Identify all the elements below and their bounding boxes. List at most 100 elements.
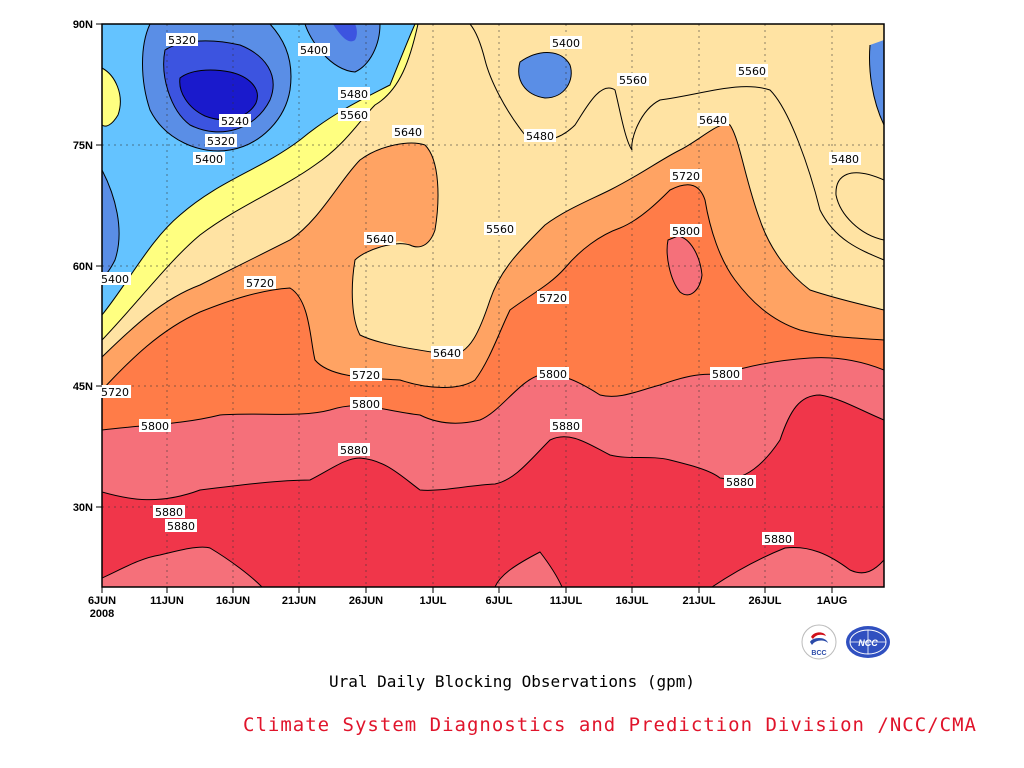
y-tick-label: 60N [73,261,93,273]
contour-label-bg [166,33,198,46]
band-5320-5400-east [869,40,884,125]
contour-fill-layer [102,24,884,587]
bcc-logo-text: BCC [811,650,826,657]
contour-label-bg [617,73,649,86]
contour-label: 5800 [352,398,380,411]
band-5800-5880-inset-mid [495,552,562,587]
contour-label: 5240 [221,115,249,128]
contour-label-bg [484,222,516,235]
contour-label-bg [298,43,330,56]
x-tick-label: 1JUL [420,595,447,607]
contour-label: 5720 [352,369,380,382]
contour-label: 5400 [300,44,328,57]
contour-label-bg [697,113,729,126]
contour-label: 5560 [619,74,647,87]
contour-label-bg [338,108,370,121]
contour-label: 5640 [394,126,422,139]
contour-label: 5480 [526,130,554,143]
contour-label-bg [724,475,756,488]
x-tick-label: 26JUN [349,595,383,607]
x-tick-label: 21JUL [682,595,715,607]
logos: BCC NCC [801,624,890,660]
contour-label-bg [550,419,582,432]
x-tick-label: 11JUN [150,595,184,607]
contour-label-bg [350,368,382,381]
contour-label: 5560 [738,65,766,78]
band-5800-5880-inset-se [712,547,884,587]
contour-label-bg [829,152,861,165]
contour-label-bg [165,519,197,532]
contour-label-bg [99,385,131,398]
contour-label: 5880 [167,520,195,533]
x-tick-label: 26JUL [748,595,781,607]
contour-label: 5720 [539,292,567,305]
contour-label-bg [364,232,396,245]
contour-label-bg [350,397,382,410]
x-tick-label: 11JUL [550,595,583,607]
contour-label: 5640 [699,114,727,127]
x-tick-label: 6JUL [486,595,513,607]
contour-label-bg [431,346,463,359]
ncc-logo-text: NCC [858,638,878,648]
band-above-5880 [102,395,884,587]
grid-lines [102,24,884,587]
plot-frame [101,23,885,588]
contour-label-bg [219,114,251,127]
band-5480-5560-patch-nw [102,68,121,127]
contour-label: 5400 [552,37,580,50]
ncc-logo-icon: NCC [846,626,890,658]
x-tick-label: 16JUN [216,595,250,607]
contour-label: 5320 [207,135,235,148]
contour-label: 5320 [168,34,196,47]
band-5320-5400-tongue [305,24,380,72]
contour-label: 5480 [831,153,859,166]
contour-label: 5880 [552,420,580,433]
band-5800-5880-island [667,236,702,295]
contour-label-bg [710,367,742,380]
contour-label: 5880 [155,506,183,519]
contour-label: 5400 [101,273,129,286]
contour-label-bg [670,169,702,182]
contour-label: 5640 [366,233,394,246]
y-tick-label: 30N [73,502,93,514]
contour-label: 5800 [712,368,740,381]
y-tick-label: 75N [73,140,93,152]
contour-label-bg [338,87,370,100]
contour-label: 5640 [433,347,461,360]
contour-label: 5560 [486,223,514,236]
x-tick-label: 16JUL [615,595,648,607]
contour-label-bg [205,134,237,147]
contour-label-bg [392,125,424,138]
contour-label: 5720 [246,277,274,290]
contour-label: 5720 [101,386,129,399]
x-tick-label: 1AUG [817,595,848,607]
contour-label: 5720 [672,170,700,183]
contour-label-bg [139,419,171,432]
band-5320-5400-west [102,170,120,278]
contour-label: 5800 [539,368,567,381]
contour-label-bg [99,272,131,285]
contour-label: 5400 [195,153,223,166]
contour-lines [102,24,884,587]
y-tick-label: 45N [73,381,93,393]
band-5320-5400-right [518,52,572,98]
band-5240-5320-tip [333,24,357,42]
y-axis: 90N 75N 60N 45N 30N [73,19,102,514]
contour-label-bg [193,152,225,165]
contour-label-bg [244,276,276,289]
contour-label: 5560 [340,109,368,122]
bcc-logo-icon: BCC [801,624,837,660]
credit-line: Climate System Diagnostics and Predictio… [243,714,977,736]
x-tick-label: 21JUN [282,595,316,607]
contour-label: 5880 [340,444,368,457]
x-tick-year: 2008 [90,608,114,620]
contour-label-bg [153,505,185,518]
contour-label-bg [537,291,569,304]
contour-label-bg [762,532,794,545]
band-5800-5880-inset-sw [102,547,262,587]
chart-title: Ural Daily Blocking Observations (gpm) [328,672,696,691]
contour-label: 5800 [672,225,700,238]
contour-label-bg [537,367,569,380]
contour-labels: 5320 5400 5240 5320 5400 5480 5560 5640 5400 5480… [99,33,861,546]
